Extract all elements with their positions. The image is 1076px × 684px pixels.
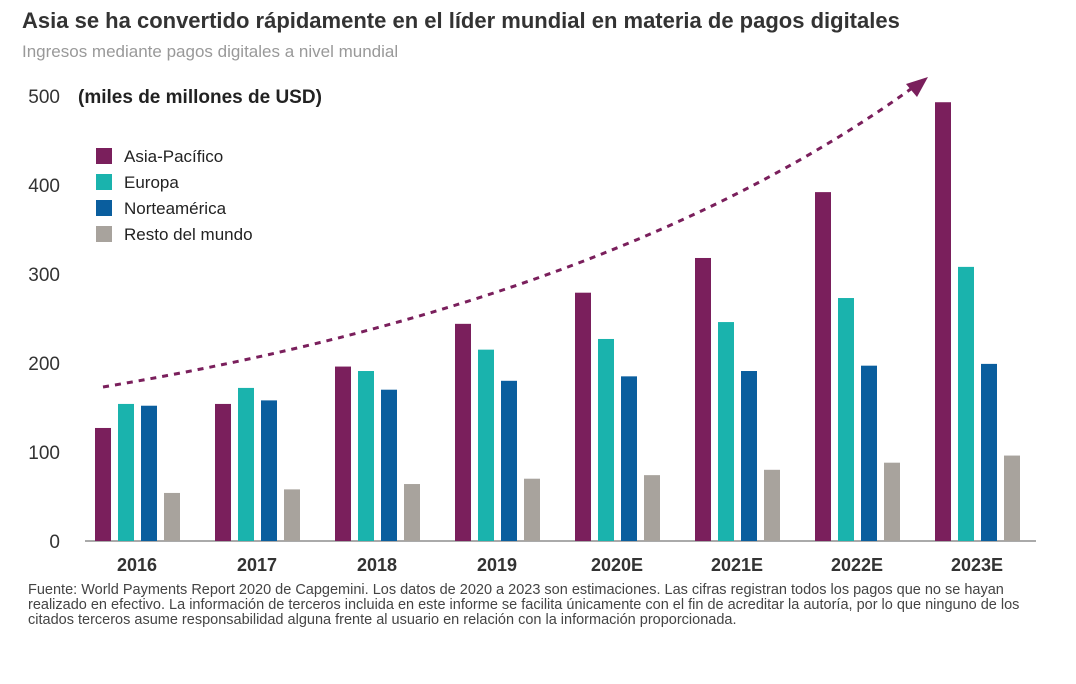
bar-resto-del-mundo-2019 [524, 478, 540, 541]
bar-norteam-rica-2018 [381, 389, 397, 541]
bar-norteam-rica-2019 [501, 380, 517, 541]
bar-asia-pac-fico-2020E [575, 292, 591, 541]
bar-europa-2022E [838, 298, 854, 541]
x-tick-label: 2021E [711, 555, 763, 575]
bar-asia-pac-fico-2019 [455, 323, 471, 541]
bar-resto-del-mundo-2018 [404, 484, 420, 541]
x-tick-label: 2019 [477, 555, 517, 575]
bar-asia-pac-fico-2023E [935, 102, 951, 541]
y-tick-label: 100 [28, 443, 60, 464]
y-tick-label: 0 [49, 532, 60, 553]
x-tick-label: 2023E [951, 555, 1003, 575]
chart-title: Asia se ha convertido rápidamente en el … [22, 8, 900, 33]
legend-label: Resto del mundo [124, 225, 253, 244]
bar-resto-del-mundo-2021E [764, 469, 780, 541]
bar-resto-del-mundo-2017 [284, 489, 300, 541]
legend-label: Norteamérica [124, 199, 227, 218]
bar-resto-del-mundo-2020E [644, 475, 660, 541]
y-tick-label: 300 [28, 265, 60, 286]
bar-europa-2017 [238, 387, 254, 541]
x-tick-label: 2016 [117, 555, 157, 575]
bar-norteam-rica-2021E [741, 371, 757, 541]
x-tick-label: 2018 [357, 555, 397, 575]
bar-asia-pac-fico-2021E [695, 257, 711, 541]
bar-resto-del-mundo-2022E [884, 462, 900, 541]
x-tick-label: 2017 [237, 555, 277, 575]
bar-europa-2019 [478, 349, 494, 541]
y-tick-label: 400 [28, 176, 60, 197]
legend-label: Europa [124, 173, 179, 192]
bar-resto-del-mundo-2016 [164, 492, 180, 541]
bar-europa-2021E [718, 322, 734, 541]
x-tick-label: 2022E [831, 555, 883, 575]
trend-arrow-head [906, 77, 928, 97]
bar-norteam-rica-2022E [861, 365, 877, 541]
legend-label: Asia-Pacífico [124, 147, 223, 166]
bar-norteam-rica-2016 [141, 405, 157, 541]
bar-asia-pac-fico-2018 [335, 366, 351, 541]
y-tick-label: 200 [28, 354, 60, 375]
bar-asia-pac-fico-2016 [95, 427, 111, 541]
trend-arrow [102, 84, 916, 389]
bar-norteam-rica-2017 [261, 400, 277, 541]
bar-asia-pac-fico-2022E [815, 192, 831, 541]
bar-europa-2020E [598, 338, 614, 541]
bar-asia-pac-fico-2017 [215, 403, 231, 541]
legend-swatch [96, 226, 112, 242]
legend-swatch [96, 200, 112, 216]
footnote: Fuente: World Payments Report 2020 de Ca… [28, 582, 1020, 628]
legend-swatch [96, 148, 112, 164]
bar-norteam-rica-2020E [621, 376, 637, 541]
y-tick-label: 500 [28, 87, 60, 108]
chart-subtitle: Ingresos mediante pagos digitales a nive… [22, 42, 399, 61]
x-tick-label: 2020E [591, 555, 643, 575]
bar-resto-del-mundo-2023E [1004, 455, 1020, 541]
y-axis-label: (miles de millones de USD) [78, 87, 322, 108]
bar-europa-2018 [358, 371, 374, 541]
bar-norteam-rica-2023E [981, 363, 997, 541]
legend-swatch [96, 174, 112, 190]
bar-europa-2016 [118, 403, 134, 541]
bar-europa-2023E [958, 266, 974, 541]
